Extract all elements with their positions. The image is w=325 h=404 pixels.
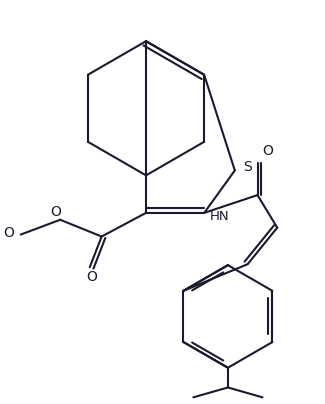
Text: O: O xyxy=(263,143,273,158)
Text: O: O xyxy=(50,205,61,219)
Text: S: S xyxy=(243,160,252,175)
Text: O: O xyxy=(3,225,14,240)
Text: O: O xyxy=(86,270,97,284)
Text: HN: HN xyxy=(210,210,230,223)
